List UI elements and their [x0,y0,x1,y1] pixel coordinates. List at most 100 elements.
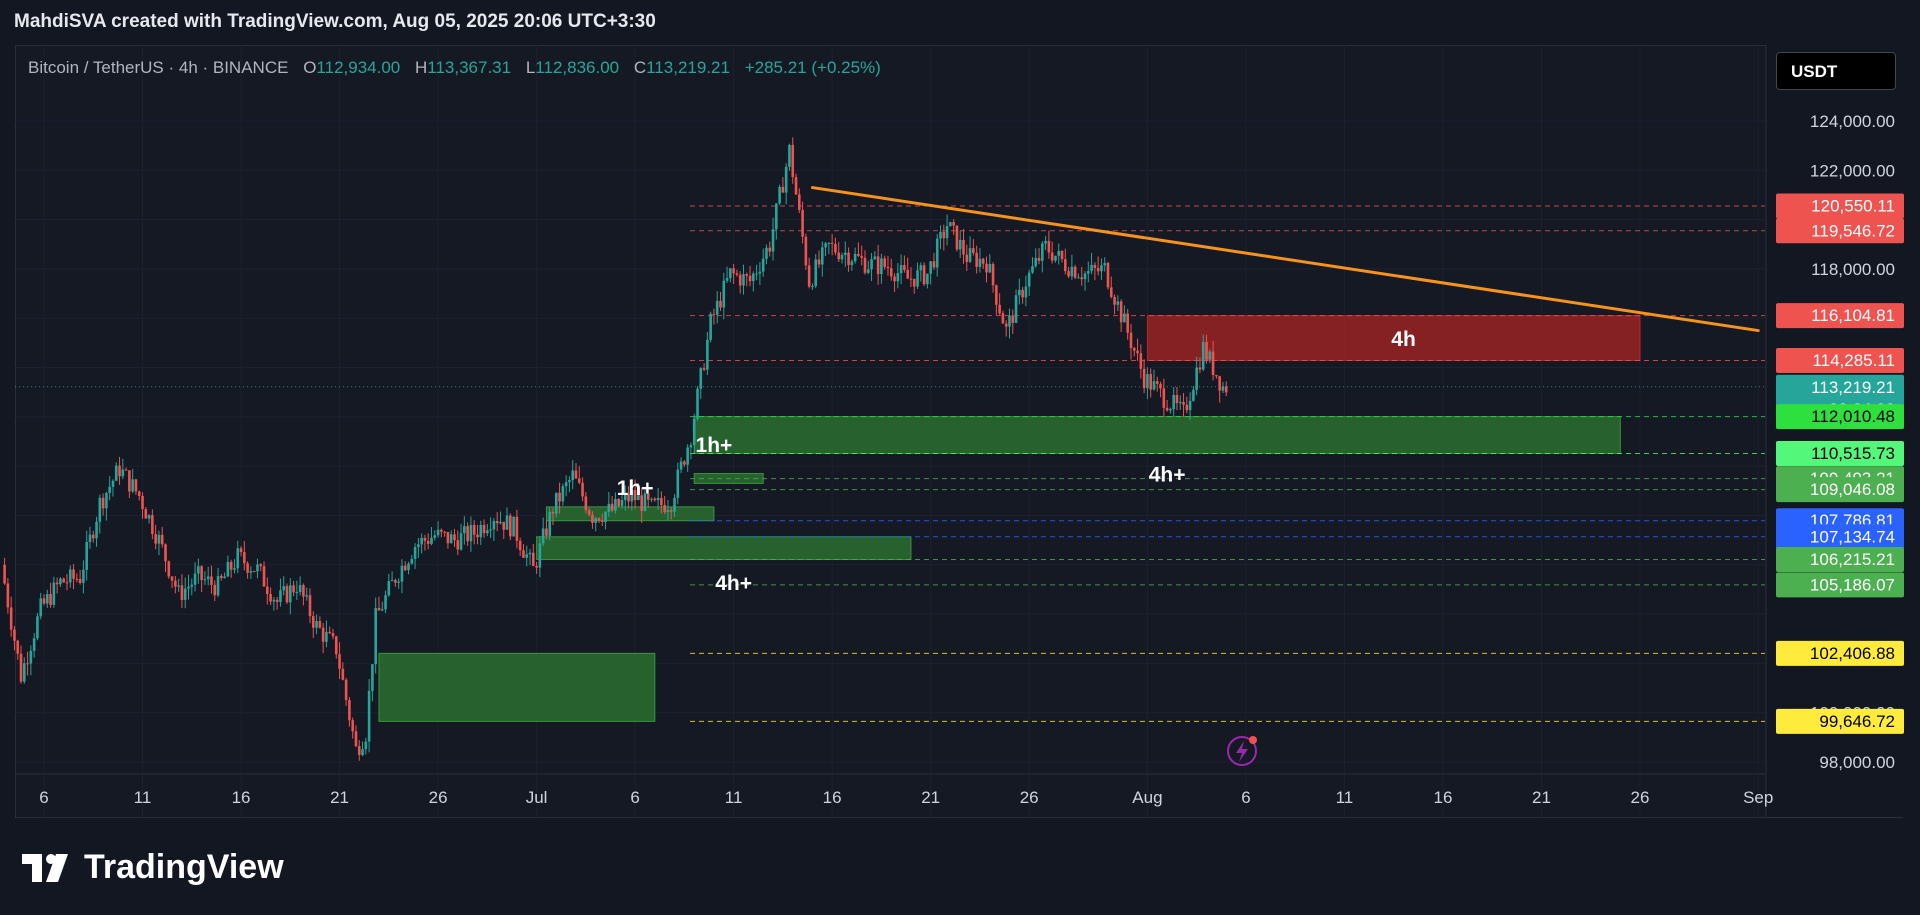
candle-body [834,243,837,253]
candle-body [1188,400,1192,411]
candle-body [499,521,502,524]
candle-body [597,518,601,521]
candle-body [518,540,522,551]
candle-body [486,530,489,534]
candle-body [571,470,575,480]
candle-body [203,579,207,581]
candle-body [985,263,988,273]
candle-body [190,584,194,587]
candle-body [610,503,614,511]
zones-layer [378,315,1641,722]
candle-body [995,285,998,305]
lightning-icon [1236,741,1248,762]
time-tick-label: 21 [921,788,940,807]
candle-body [466,526,469,542]
candle-body [269,593,272,602]
candle-body [633,490,637,501]
candle-body [932,261,936,268]
tradingview-logo[interactable]: TradingView [22,848,284,887]
symbol-name[interactable]: Bitcoin / TetherUS · 4h · BINANCE [28,58,289,77]
candle-body [650,498,653,500]
candle-body [794,177,798,195]
candle-body [321,627,325,642]
candle-body [1152,381,1156,390]
candle-body [748,275,752,282]
candle-body [440,529,443,532]
price-tag [1776,546,1904,572]
time-tick-label: 6 [630,788,639,807]
price-tag-label: 107,134.74 [1810,527,1895,546]
candle-body [315,621,318,628]
candle-body [640,495,643,511]
candle-body [870,259,873,270]
candle-body [75,578,79,580]
price-tag [1776,572,1904,598]
candle-body [607,503,611,512]
candle-body [1047,240,1051,253]
candle-body [896,273,900,282]
candle-body [761,258,765,272]
candle-body [157,534,161,544]
candle-body [489,529,492,531]
zone-label: 1h+ [617,477,654,500]
candle-body [991,264,995,286]
candle-body [200,566,203,581]
candle-body [22,663,26,682]
candle-body [1054,255,1057,261]
candle-body [1178,402,1182,404]
currency-button[interactable]: USDT [1776,52,1896,90]
candle-body [827,242,831,244]
low-label: L [525,58,536,77]
candle-body [288,585,292,603]
candle-body [929,261,932,274]
candle-body [413,546,417,559]
candle-body [59,578,62,585]
candle-body [975,252,978,267]
alert-dot [1249,736,1257,744]
candle-body [151,515,154,534]
candle-body [187,586,190,589]
candle-body [144,509,148,519]
candle-body [906,269,909,279]
candle-body [591,514,594,523]
candle-body [1024,286,1028,298]
time-tick-label: 16 [1434,788,1453,807]
candle-body [1018,289,1021,296]
candle-body [899,265,903,274]
time-axis: 6 11 16 21 26 Jul 6 11 16 21 26 Aug 6 11 16 21 26 Sep [15,773,1773,807]
candle-body [430,537,433,544]
candle-body [692,418,696,446]
candle-body [863,257,867,273]
zone-labels-layer: 4h 4h+ 1h+ 1h+ 4h+ [617,328,1416,595]
candle-body [167,561,171,577]
candle-body [213,584,217,596]
candle-body [334,636,338,655]
price-tag-label: 102,406.88 [1810,644,1895,663]
candle-body [459,533,463,550]
candle-body [1205,341,1208,360]
candle-body [160,534,164,545]
candle-body [302,585,305,597]
candle-body [341,668,345,680]
price-axis-bg [1766,45,1903,817]
candle-body [62,578,66,583]
candle-body [1142,368,1146,389]
candle-body [788,144,791,167]
candle-body [600,520,604,522]
candle-body [702,368,706,370]
candle-body [1090,264,1093,272]
candle-body [420,537,423,545]
candle-body [78,579,82,583]
candle-body [1057,250,1061,256]
candle-body [752,273,755,282]
alert-icon[interactable] [1227,736,1257,766]
price-tag [1776,477,1904,503]
price-chart[interactable]: 4h 4h+ 1h+ 1h+ 4h+ 124,000.00 122,000.00 118,0… [0,0,1920,818]
trendline [810,186,1760,333]
candle-body [880,258,883,275]
candle-body [371,664,374,691]
candle-body [617,498,620,506]
demand-zone [693,416,1621,454]
candle-body [285,586,289,603]
candle-body [210,576,213,585]
